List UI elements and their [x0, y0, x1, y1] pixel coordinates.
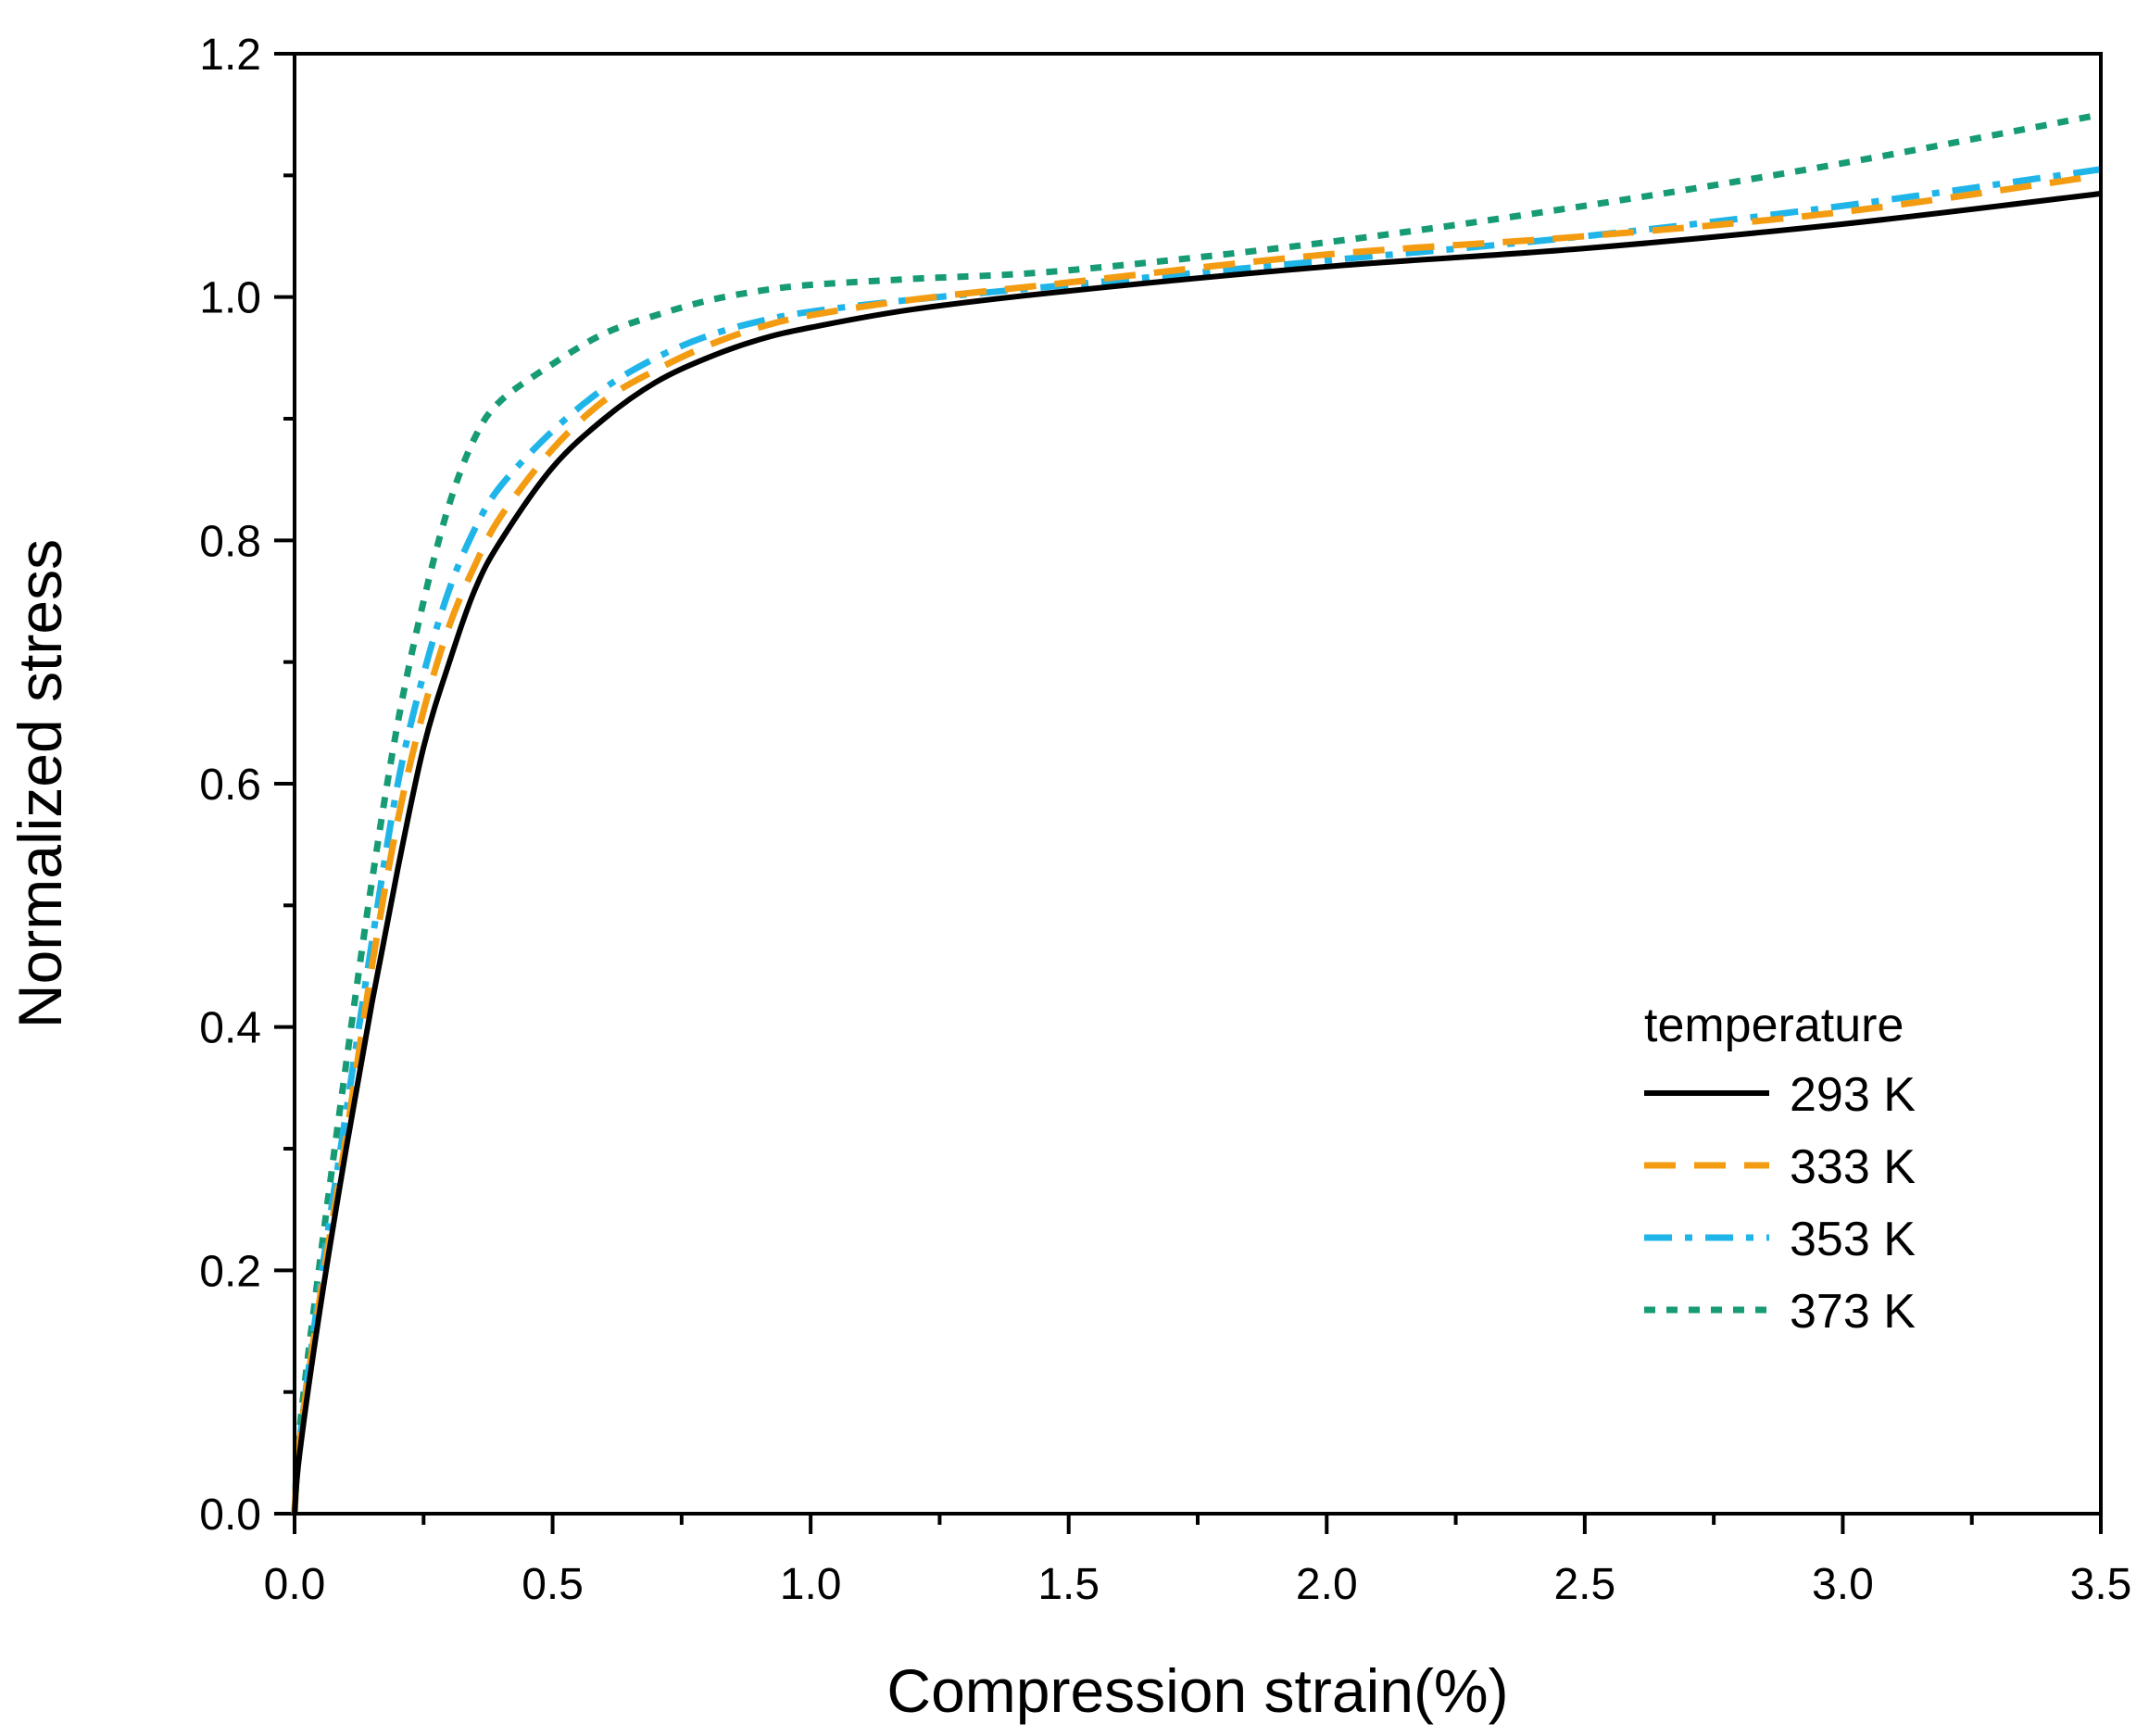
x-tick-label: 0.0 [264, 1560, 326, 1609]
plot-frame [293, 52, 2103, 1516]
series-line-333-k [291, 171, 2102, 1515]
legend-label: 293 K [1790, 1068, 1916, 1122]
x-axis-title: Compression strain(%) [886, 1656, 1508, 1725]
x-tick-label: 2.0 [1296, 1560, 1358, 1609]
legend-label: 373 K [1790, 1285, 1916, 1339]
y-tick-label: 1.2 [199, 31, 261, 80]
x-axis-ticks: 0.0 0.5 1.0 1.5 2.0 2.5 3.0 3.5 [264, 1514, 2132, 1609]
y-tick-label: 0.8 [199, 517, 261, 566]
x-tick-label: 0.5 [522, 1560, 584, 1609]
series-line-293-k [292, 191, 2102, 1515]
y-tick-label: 0.0 [199, 1491, 261, 1540]
y-axis-ticks: 0.0 0.2 0.4 0.6 0.8 1.0 1.2 [199, 31, 295, 1540]
y-tick-label: 0.4 [199, 1004, 261, 1053]
series-layer [291, 111, 2102, 1515]
y-axis-title: Normalized stress [6, 539, 74, 1028]
y-tick-label: 0.2 [199, 1247, 261, 1296]
x-tick-label: 2.5 [1553, 1560, 1615, 1609]
legend-label: 333 K [1790, 1140, 1916, 1194]
x-tick-label: 3.5 [2070, 1560, 2132, 1609]
legend-title: temperature [1644, 999, 1904, 1052]
x-tick-label: 1.0 [780, 1560, 842, 1609]
x-tick-label: 3.0 [1812, 1560, 1874, 1609]
legend: temperature 293 K 333 K 353 K 373 K [1644, 999, 1916, 1339]
y-tick-label: 0.6 [199, 761, 261, 810]
legend-label: 353 K [1790, 1213, 1916, 1266]
x-tick-label: 1.5 [1037, 1560, 1100, 1609]
y-tick-label: 1.0 [199, 274, 261, 323]
